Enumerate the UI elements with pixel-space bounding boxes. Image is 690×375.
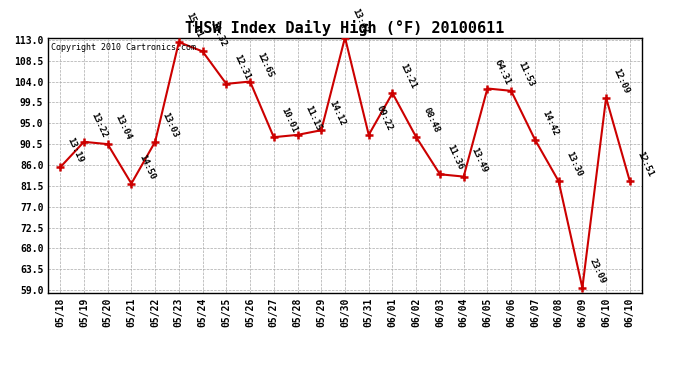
Text: 09:22: 09:22 bbox=[374, 104, 394, 132]
Text: 12:09: 12:09 bbox=[611, 67, 631, 95]
Text: 13:19: 13:19 bbox=[66, 136, 86, 165]
Text: 64:31: 64:31 bbox=[493, 57, 513, 86]
Text: 13:49: 13:49 bbox=[469, 146, 489, 174]
Text: 13:22: 13:22 bbox=[90, 111, 109, 139]
Text: Copyright 2010 Cartronics.com: Copyright 2010 Cartronics.com bbox=[51, 43, 196, 52]
Text: 14:50: 14:50 bbox=[137, 153, 157, 181]
Text: 11:36: 11:36 bbox=[446, 143, 465, 171]
Text: 10:01: 10:01 bbox=[279, 106, 299, 134]
Text: 13:42: 13:42 bbox=[351, 6, 370, 35]
Text: 13:04: 13:04 bbox=[113, 113, 132, 141]
Text: 13:03: 13:03 bbox=[161, 111, 180, 139]
Text: 13:30: 13:30 bbox=[564, 150, 584, 178]
Text: 13:21: 13:21 bbox=[398, 62, 417, 90]
Text: 08:48: 08:48 bbox=[422, 106, 442, 134]
Text: 11:53: 11:53 bbox=[517, 60, 536, 88]
Text: 11:15: 11:15 bbox=[303, 104, 323, 132]
Text: 14:12: 14:12 bbox=[327, 99, 346, 128]
Text: 12:65: 12:65 bbox=[255, 51, 275, 79]
Text: 10:32: 10:32 bbox=[208, 21, 228, 49]
Text: 12:51: 12:51 bbox=[635, 150, 655, 178]
Text: 15:01: 15:01 bbox=[184, 11, 204, 39]
Title: THSW Index Daily High (°F) 20100611: THSW Index Daily High (°F) 20100611 bbox=[186, 20, 504, 36]
Text: 12:31: 12:31 bbox=[232, 53, 251, 81]
Text: 23:09: 23:09 bbox=[588, 257, 607, 285]
Text: 14:42: 14:42 bbox=[540, 108, 560, 137]
